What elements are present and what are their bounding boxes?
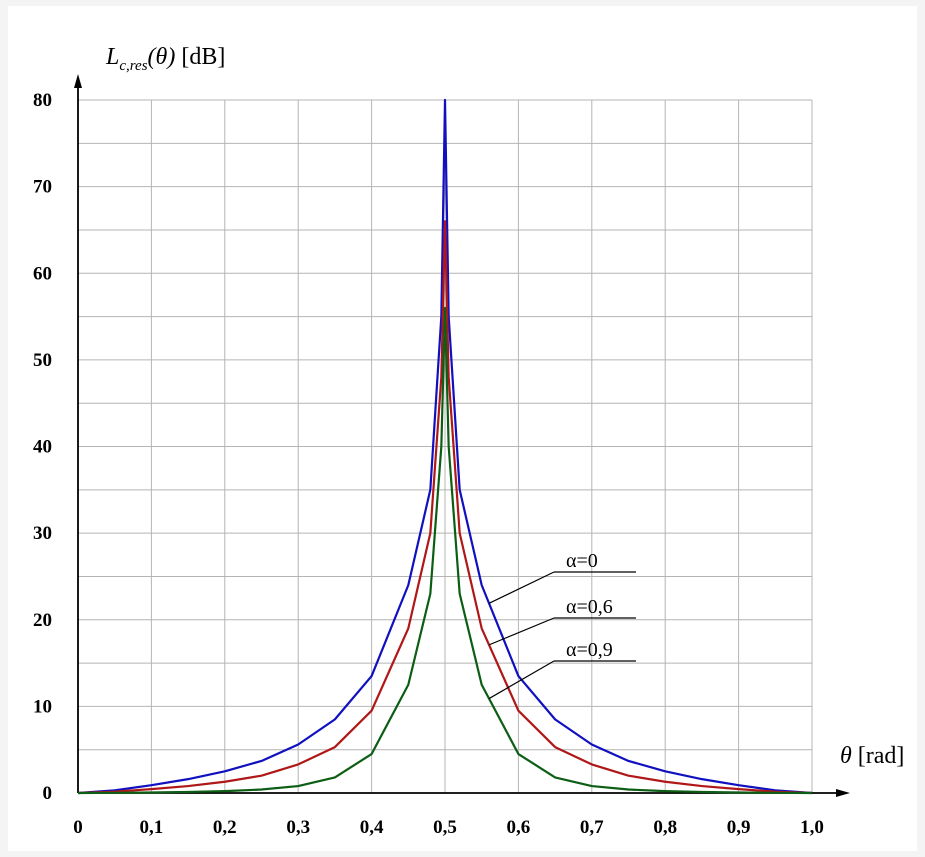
y-axis-title-subscript: c,res [119, 58, 147, 74]
x-tick-label: 0,4 [360, 817, 384, 838]
x-axis-title-unit: [rad] [852, 743, 905, 769]
y-axis-title-unit: [dB] [175, 44, 225, 70]
series-leader-line [488, 617, 555, 646]
x-tick-label: 0,3 [286, 817, 310, 838]
series-lines [77, 98, 813, 795]
y-tick-label: 20 [33, 610, 52, 631]
series-labels: α=0 α=0,6 α=0,9 [488, 550, 636, 700]
y-tick-label: 10 [33, 696, 52, 717]
x-axis-title-symbol: θ [840, 743, 852, 769]
x-axis-arrowhead [836, 789, 850, 797]
x-tick-label: 1,0 [800, 817, 824, 838]
series-label: α=0,6 [566, 596, 613, 618]
y-axis-title-argument: (θ) [148, 44, 176, 70]
y-tick-label: 40 [33, 437, 52, 458]
y-tick-label: 70 [33, 177, 52, 198]
x-tick-label: 0 [73, 817, 83, 838]
y-tick-label: 30 [33, 523, 52, 544]
x-tick-label: 0,7 [580, 817, 604, 838]
y-tick-label: 0 [43, 783, 53, 804]
series-label: α=0 [566, 550, 598, 572]
x-tick-label: 0,6 [507, 817, 531, 838]
y-tick-label: 50 [33, 350, 52, 371]
series-line [77, 220, 813, 795]
y-tick-label: 80 [33, 90, 52, 111]
series-line [77, 306, 813, 795]
y-axis-title: Lc,res(θ) [dB] [105, 44, 225, 74]
grid [78, 99, 813, 793]
x-tick-label: 0,8 [653, 817, 677, 838]
y-axis-arrowhead [74, 74, 82, 88]
axes [74, 74, 850, 797]
y-tick-label: 60 [33, 263, 52, 284]
resonance-chart: 0 0,1 0,2 0,3 0,4 0,5 0,6 0,7 0,8 0,9 1,0 0 10 20 30 40… [33, 44, 904, 838]
chart-panel: 0 0,1 0,2 0,3 0,4 0,5 0,6 0,7 0,8 0,9 1,0 0 10 20 30 40… [8, 6, 917, 851]
tick-labels: 0 0,1 0,2 0,3 0,4 0,5 0,6 0,7 0,8 0,9 1,0 0 10 20 30 40… [33, 90, 824, 838]
x-tick-label: 0,9 [727, 817, 751, 838]
x-tick-label: 0,1 [140, 817, 164, 838]
x-axis-title: θ [rad] [840, 743, 904, 769]
y-axis-title-main: L [105, 44, 119, 70]
series-leader-line [488, 660, 555, 700]
x-tick-label: 0,5 [433, 817, 457, 838]
series-leader-line [488, 571, 555, 604]
x-tick-label: 0,2 [213, 817, 237, 838]
series-line [77, 98, 813, 795]
series-label: α=0,9 [566, 639, 613, 661]
